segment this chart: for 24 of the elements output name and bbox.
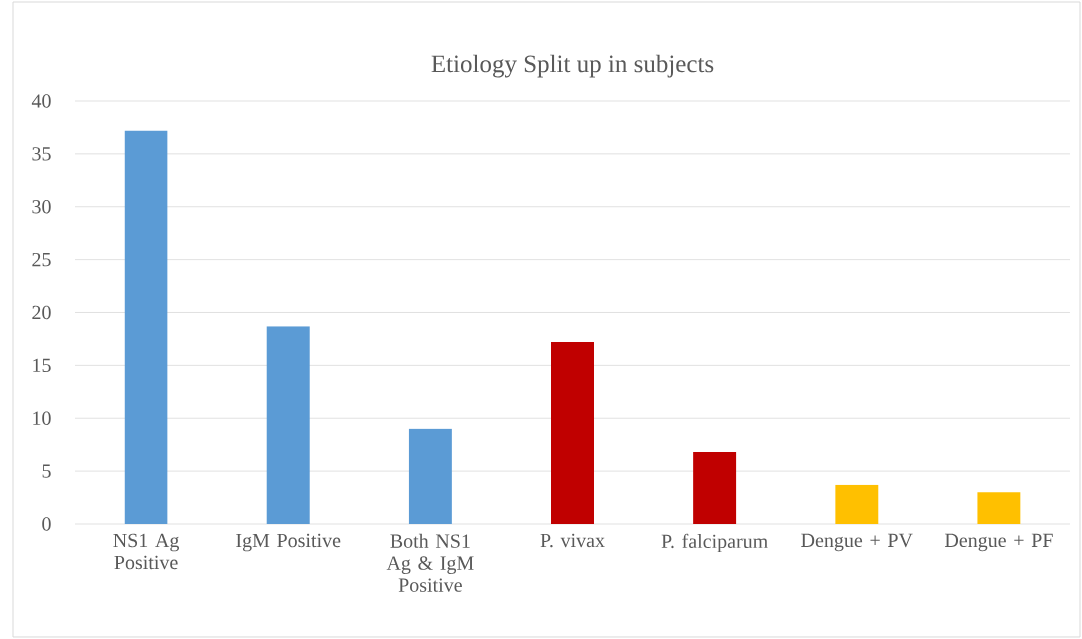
x-tick-label: NS1 Ag Positive bbox=[113, 533, 180, 570]
y-tick-label: 15 bbox=[33, 358, 51, 373]
chart-title: Etiology Split up in subjects bbox=[431, 54, 714, 78]
x-tick-label: P. vivax bbox=[540, 533, 605, 548]
x-tick-label: Dengue + PF bbox=[944, 533, 1053, 552]
bar bbox=[124, 130, 168, 524]
y-tick-label: 35 bbox=[32, 147, 51, 161]
x-tick-label: IgM Positive bbox=[236, 533, 341, 552]
bar bbox=[835, 484, 879, 524]
bar bbox=[693, 452, 737, 524]
y-tick-label: 10 bbox=[33, 411, 51, 425]
y-tick-label: 20 bbox=[32, 305, 51, 320]
bar bbox=[551, 342, 594, 524]
y-tick-label: 40 bbox=[31, 94, 51, 108]
y-tick-label: 25 bbox=[32, 252, 51, 267]
x-tick-label: P. falciparum bbox=[661, 533, 768, 553]
y-tick-label: 0 bbox=[42, 517, 51, 531]
bar bbox=[977, 492, 1021, 524]
x-tick-label: Dengue + PV bbox=[801, 533, 913, 552]
bar bbox=[408, 428, 452, 524]
y-tick-label: 30 bbox=[32, 199, 51, 214]
y-tick-label: 5 bbox=[42, 464, 51, 478]
bar bbox=[266, 326, 310, 524]
x-tick-label: Both NS1 Ag & IgM Positive bbox=[386, 533, 474, 592]
